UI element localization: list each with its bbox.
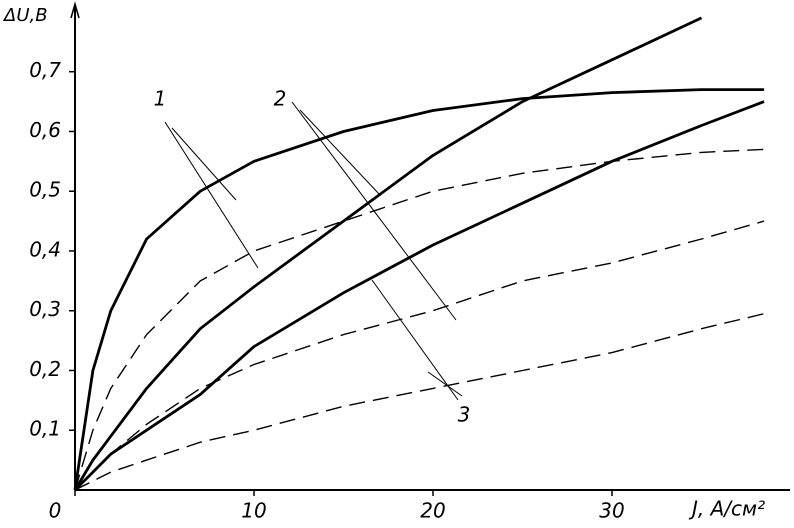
x-tick-label: 0 [49,499,62,523]
leader-line [371,279,459,401]
leader-line [171,127,237,201]
curve [74,100,765,491]
y-tick-label: 0,7 [29,58,61,82]
y-tick-label: 0,4 [29,237,61,261]
x-axis-label: J, A/см² [688,497,765,521]
y-tick-label: 0,6 [29,118,61,142]
curve [74,313,765,491]
curve-label: 1 [154,87,167,111]
x-tick-label: 20 [420,499,445,523]
leader-line [291,101,457,321]
y-tick-label: 0,2 [29,357,61,381]
y-axis-arrow [70,1,80,19]
y-axis-label: ΔU,B [2,5,48,26]
y-tick-label: 0,3 [29,297,61,321]
curve [74,148,765,491]
leader-line [164,121,259,269]
leader-line [427,371,463,397]
y-tick-label: 0,1 [29,417,61,441]
x-tick-label: 10 [241,499,266,523]
y-tick-label: 0,5 [29,178,61,202]
curve-label: 2 [274,87,287,111]
curve-label: 3 [458,403,471,427]
x-tick-label: 30 [599,499,624,523]
curve [74,220,765,491]
curve [73,88,765,491]
curve [73,16,703,491]
leader-line [299,109,381,196]
